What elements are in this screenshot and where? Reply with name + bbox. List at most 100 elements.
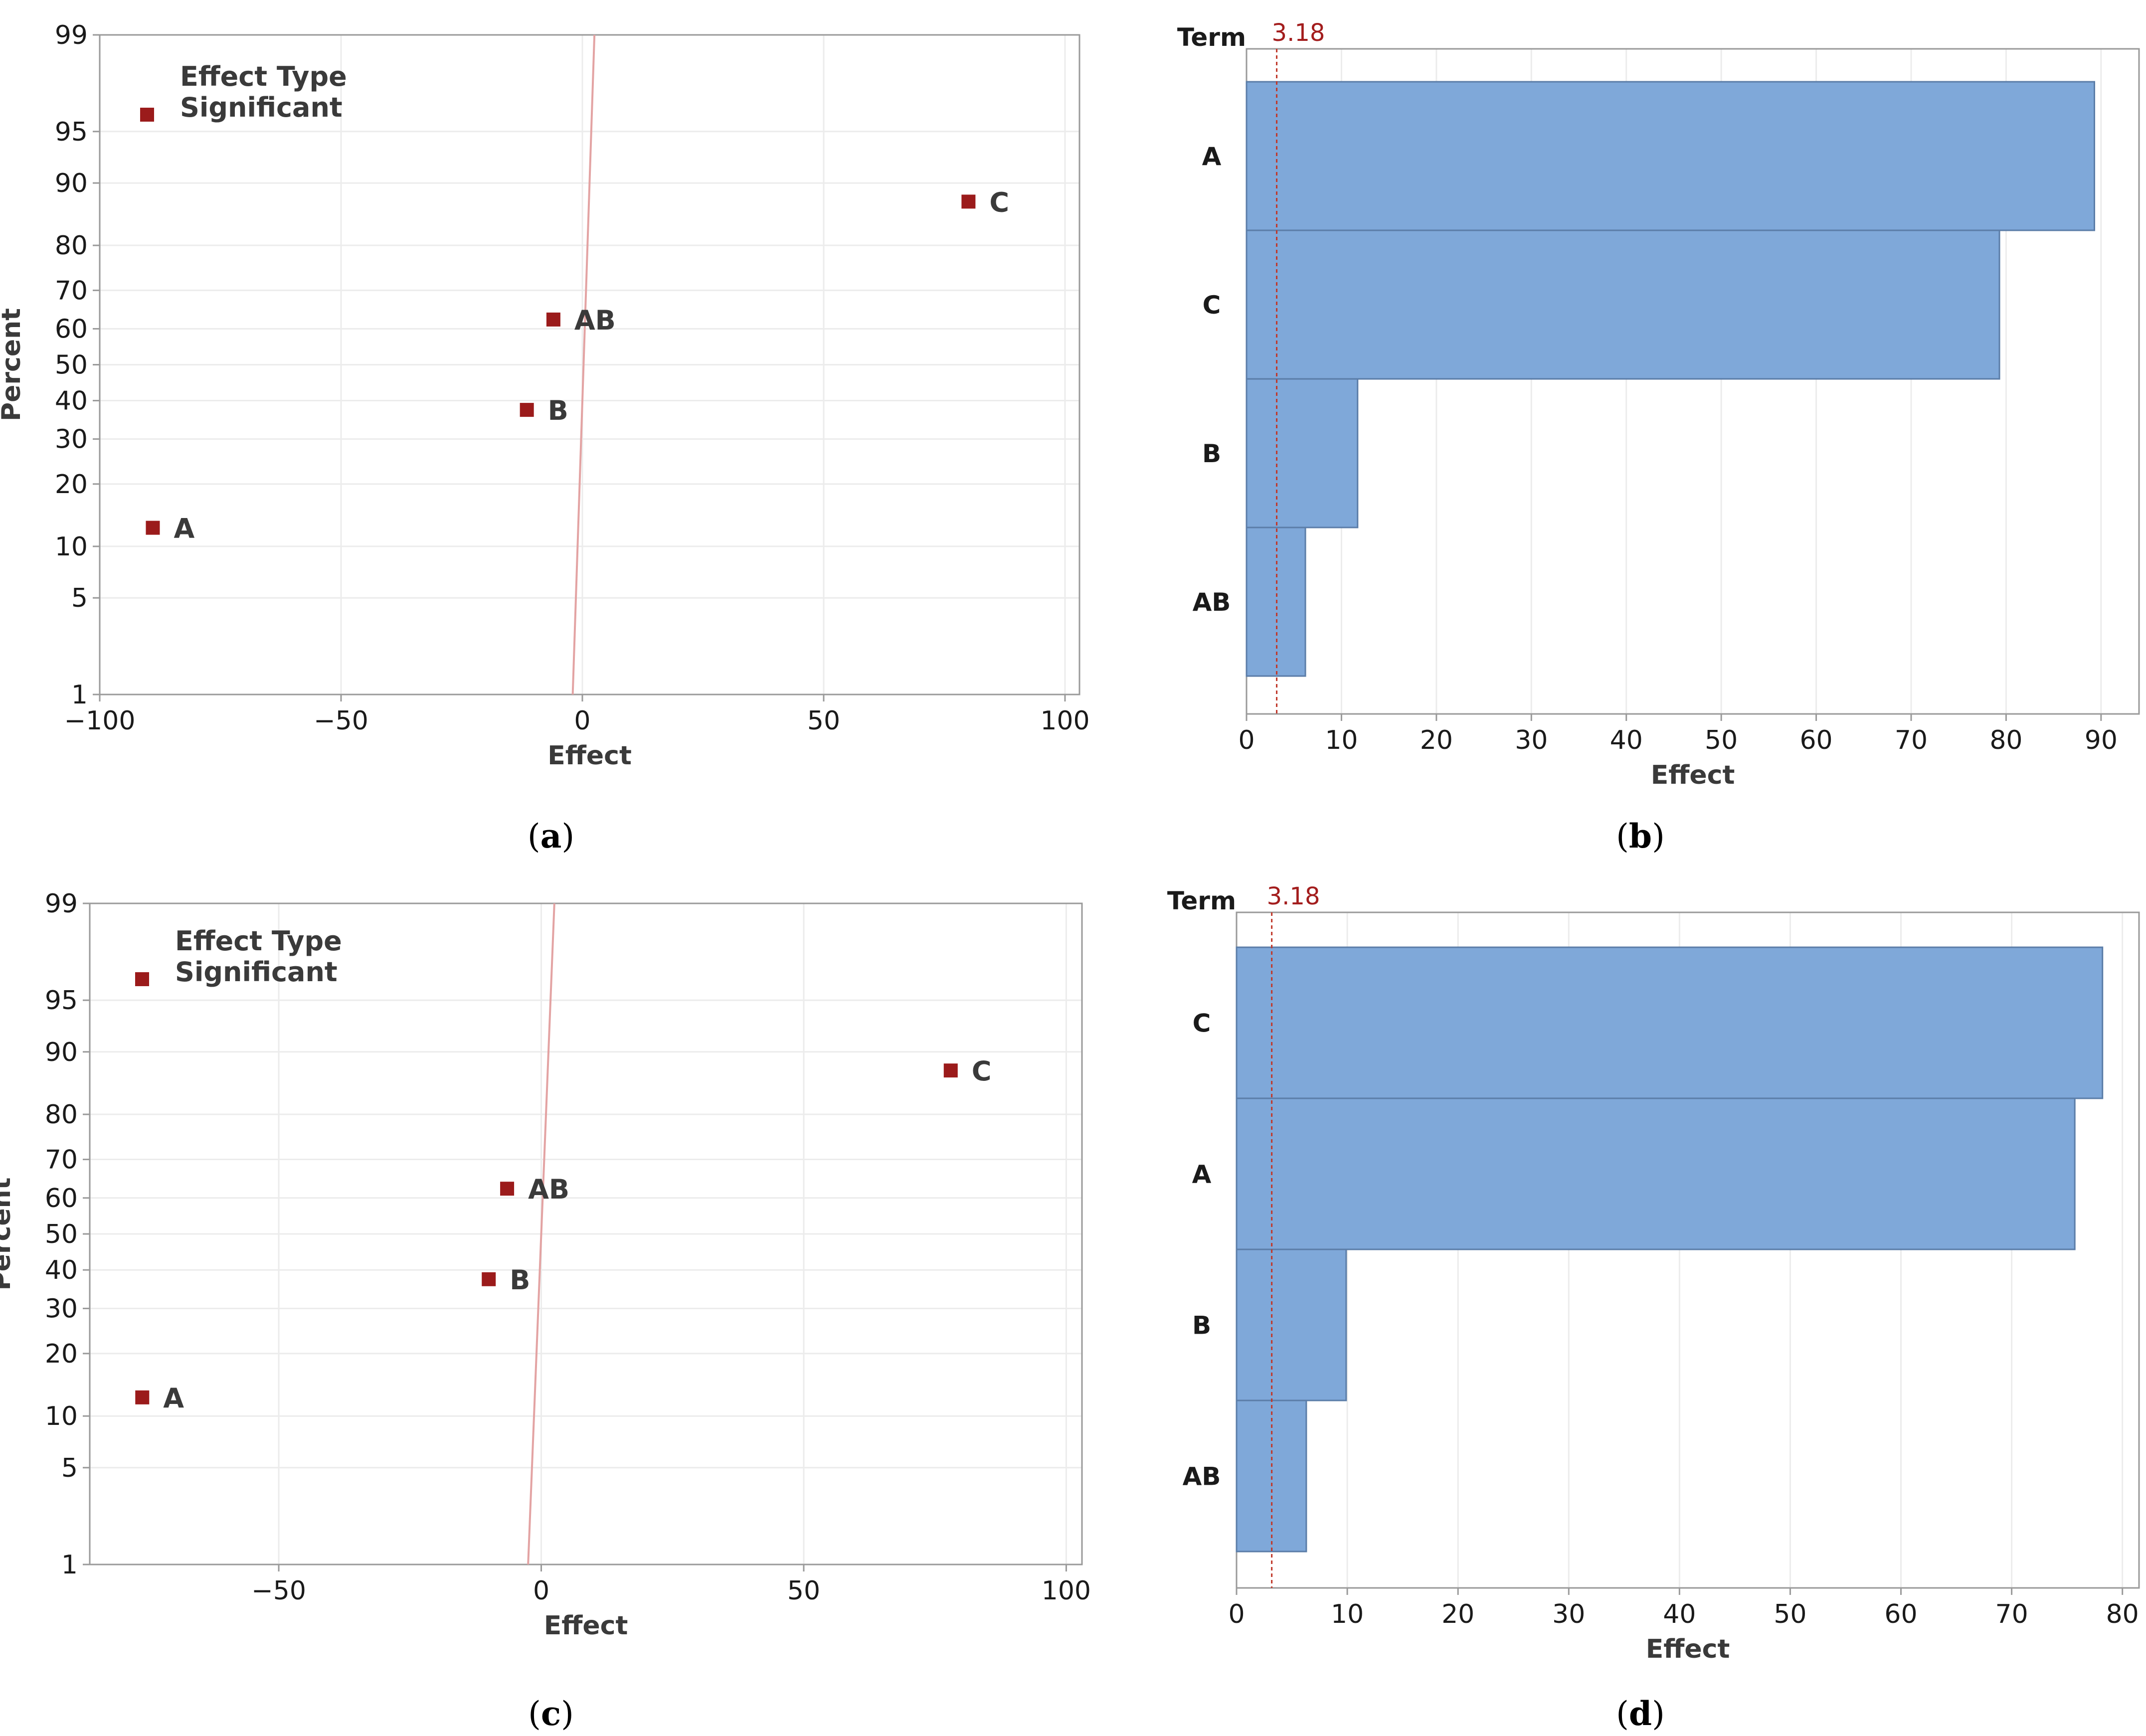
x-tick-label: 20 (1441, 1599, 1474, 1629)
reference-label: 3.18 (1267, 882, 1320, 910)
y-tick-label: 10 (55, 532, 88, 562)
x-tick-label: 30 (1515, 725, 1548, 755)
data-point-b (482, 1272, 496, 1286)
caption-paren: ( (528, 1695, 541, 1733)
y-tick-label: 80 (45, 1100, 78, 1130)
y-tick-label: 20 (45, 1339, 78, 1369)
x-tick-label: 100 (1040, 706, 1089, 736)
data-label-b: B (510, 1264, 530, 1296)
x-tick-label: 50 (1774, 1599, 1806, 1629)
y-tick-label: 30 (55, 425, 88, 455)
caption-paren: ( (1616, 817, 1629, 856)
y-axis-label: Percent (0, 308, 26, 421)
bar-b (1246, 378, 1359, 528)
caption-paren: ) (561, 817, 574, 856)
caption-paren: ( (1616, 1695, 1629, 1733)
x-tick-label: 70 (1895, 725, 1928, 755)
caption-letter: a (540, 817, 562, 856)
data-label-a: A (174, 513, 194, 544)
data-point-a (146, 521, 160, 535)
y-tick-label: 5 (61, 1453, 78, 1483)
x-tick-label: 60 (1799, 725, 1832, 755)
bar-b (1236, 1248, 1347, 1401)
x-tick-label: 100 (1042, 1576, 1091, 1606)
y-tick-label: 1 (71, 680, 88, 710)
data-point-a (135, 1390, 150, 1404)
term-label-a: A (1202, 142, 1222, 171)
data-point-b (520, 403, 534, 417)
x-axis-label: Effect (547, 741, 632, 771)
x-tick-label: 80 (1989, 725, 2022, 755)
legend-item: Significant (175, 956, 338, 988)
legend-marker (140, 108, 154, 122)
y-axis-label: Percent (0, 1178, 16, 1291)
y-tick-label: 60 (55, 314, 88, 344)
caption-paren: ) (561, 1695, 574, 1733)
fit-line (571, 34, 596, 695)
term-label-ab: AB (1183, 1462, 1221, 1491)
y-tick-label: 95 (45, 986, 78, 1016)
x-axis-label: Effect (1646, 1634, 1730, 1664)
y-tick-label: 1 (61, 1550, 78, 1580)
y-tick-label: 40 (45, 1255, 78, 1285)
term-label-a: A (1192, 1160, 1212, 1189)
caption-b: (b) (1616, 817, 1665, 856)
y-tick-label: 50 (55, 350, 88, 380)
data-label-a: A (163, 1383, 184, 1414)
data-point-ab (500, 1182, 515, 1196)
term-label-ab: AB (1193, 588, 1231, 617)
term-label-b: B (1202, 439, 1221, 468)
x-tick-label: 50 (807, 706, 840, 736)
x-axis-label: Effect (544, 1611, 628, 1641)
bar-a (1236, 1097, 2076, 1250)
caption-paren: ) (1652, 817, 1665, 856)
pareto-chart-b: A C B AB 3.18 0 10 20 30 40 50 60 70 80 90 Effect Term (1177, 19, 2140, 790)
term-label-c: C (1203, 291, 1221, 320)
x-tick-label: 10 (1325, 725, 1358, 755)
y-tick-label: 30 (45, 1294, 78, 1324)
y-tick-label: 95 (55, 117, 88, 147)
legend-title: Effect Type (175, 925, 342, 957)
legend-title: Effect Type (180, 61, 347, 92)
x-tick-label: 0 (533, 1576, 549, 1606)
caption-letter: d (1629, 1694, 1652, 1733)
bar-ab (1246, 526, 1306, 677)
y-tick-label: 60 (45, 1184, 78, 1214)
caption-d: (d) (1616, 1694, 1665, 1733)
x-tick-label: 30 (1552, 1599, 1585, 1629)
x-tick-label: −50 (314, 706, 368, 736)
caption-paren: ) (1652, 1695, 1665, 1733)
data-label-ab: AB (574, 305, 616, 336)
data-point-ab (546, 312, 560, 327)
x-tick-label: 50 (787, 1576, 820, 1606)
x-tick-label: 0 (1228, 1599, 1245, 1629)
term-label-c: C (1193, 1009, 1211, 1038)
data-label-c: C (989, 186, 1009, 218)
x-tick-label: 40 (1610, 725, 1643, 755)
x-tick-label: 50 (1705, 725, 1738, 755)
y-tick-label: 90 (45, 1038, 78, 1067)
y-tick-label: 70 (55, 276, 88, 306)
caption-letter: c (541, 1694, 561, 1733)
legend-marker (135, 972, 149, 986)
y-tick-label: 40 (55, 386, 88, 416)
y-tick-label: 70 (45, 1145, 78, 1175)
data-point-c (943, 1063, 958, 1078)
y-tick-label: 99 (55, 20, 88, 50)
caption-a: (a) (528, 817, 574, 856)
x-tick-label: 60 (1884, 1599, 1917, 1629)
term-label-b: B (1192, 1311, 1211, 1340)
y-tick-label: 50 (45, 1219, 78, 1249)
x-tick-label: 90 (2085, 725, 2118, 755)
caption-letter: b (1629, 817, 1652, 856)
caption-paren: ( (528, 817, 540, 856)
data-label-ab: AB (528, 1174, 569, 1205)
bar-c (1246, 229, 2000, 380)
x-tick-label: 20 (1420, 725, 1453, 755)
x-tick-label: 0 (574, 706, 590, 736)
x-tick-label: 40 (1663, 1599, 1696, 1629)
x-tick-label: 70 (1995, 1599, 2028, 1629)
normal-plot-c: −50 0 50 100 1 5 10 20 30 40 50 60 70 80 90 95 99 Effect P… (0, 889, 1091, 1641)
